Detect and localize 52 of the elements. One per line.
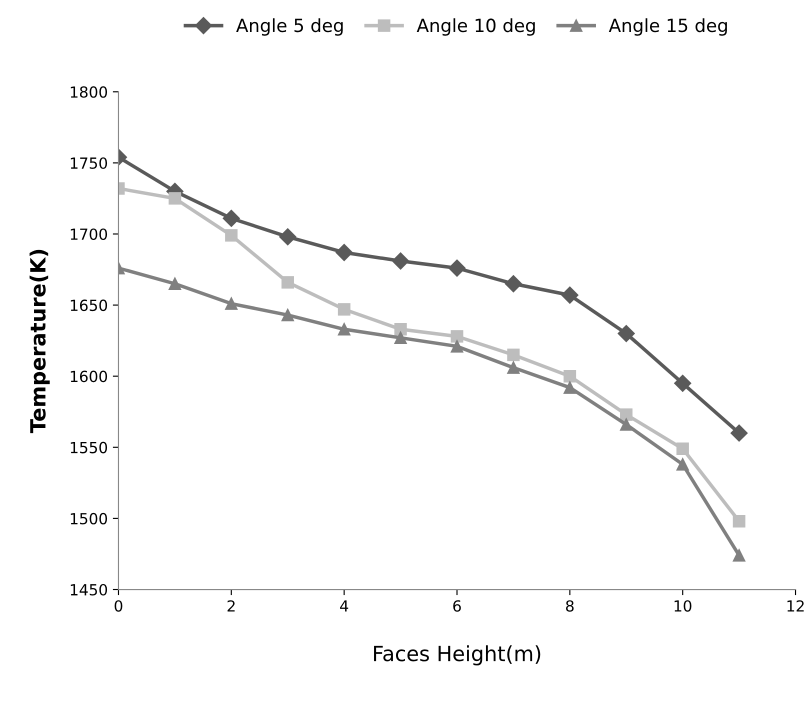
x-tick-label: 8	[566, 600, 574, 612]
point	[730, 424, 748, 442]
legend-label: Angle 10 deg	[416, 18, 535, 36]
point	[392, 252, 410, 270]
point	[620, 418, 633, 431]
point	[281, 308, 294, 322]
y-tick-label: 1450	[70, 584, 108, 596]
x-tick-label: 4	[340, 600, 348, 612]
point	[732, 515, 746, 528]
point	[561, 286, 578, 304]
x-tick-label: 2	[228, 600, 235, 612]
point	[168, 192, 182, 205]
y-tick-label: 1700	[70, 228, 108, 240]
point	[225, 297, 238, 310]
legend-label: Angle 5 deg	[236, 18, 343, 36]
point	[674, 374, 692, 392]
x-axis-title: Faces Height(m)	[374, 645, 540, 666]
point	[448, 260, 466, 277]
y-tick-label: 1500	[70, 512, 108, 524]
x-tick-label: 12	[787, 600, 804, 612]
point	[394, 332, 407, 344]
point	[564, 370, 576, 382]
legend-label: Angle 15 deg	[608, 18, 727, 36]
y-tick-label: 1750	[70, 157, 108, 169]
point	[279, 228, 296, 246]
point	[222, 210, 240, 227]
x-tick-label: 10	[674, 600, 692, 612]
point	[507, 361, 520, 374]
point	[504, 275, 522, 292]
x-tick-label: 6	[453, 600, 461, 612]
point	[336, 244, 353, 262]
y-tick-label: 1650	[70, 300, 108, 312]
point	[620, 408, 633, 421]
point	[676, 458, 689, 471]
point	[225, 229, 238, 242]
x-tick-label: 0	[114, 600, 122, 612]
point	[168, 278, 182, 290]
point	[281, 276, 294, 289]
point	[338, 303, 350, 316]
point	[732, 549, 746, 562]
point	[676, 442, 689, 455]
y-tick-label: 1800	[70, 86, 108, 98]
point	[564, 381, 576, 394]
point	[394, 323, 407, 336]
point	[338, 323, 350, 336]
y-tick-label: 1550	[70, 442, 108, 454]
point	[450, 340, 464, 353]
y-axis-title: Temperature(K)	[30, 250, 50, 434]
point	[507, 348, 520, 362]
y-tick-label: 1600	[70, 370, 108, 382]
point	[450, 330, 464, 343]
point	[618, 324, 635, 342]
